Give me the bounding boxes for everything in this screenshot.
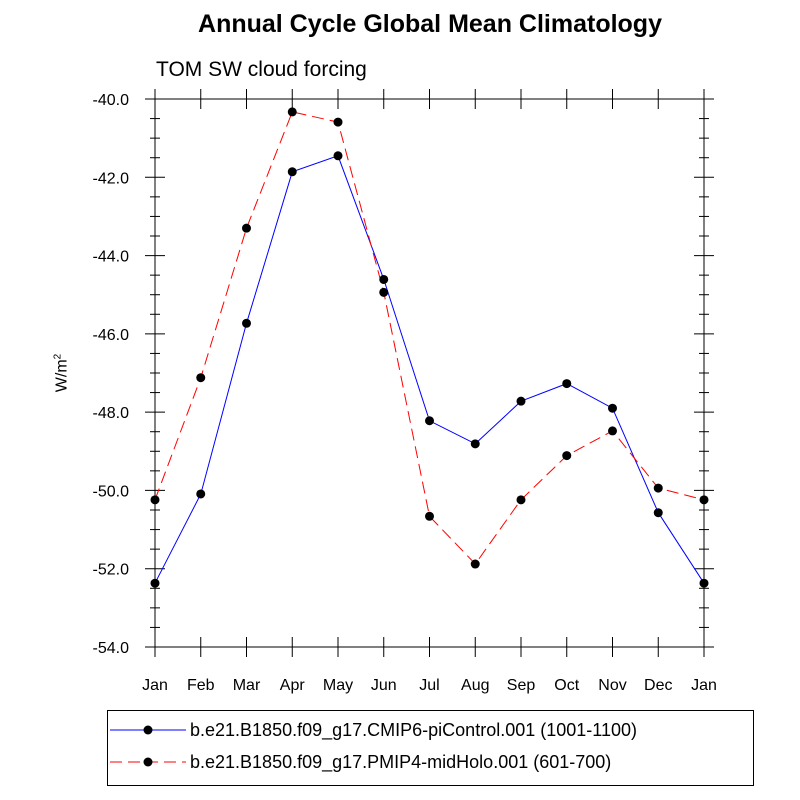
- data-point-series-2: [150, 495, 160, 505]
- data-point-series-1: [699, 578, 709, 588]
- x-tick-label: Apr: [280, 677, 306, 694]
- y-tick-label: -40.0: [93, 92, 130, 109]
- chart-subtitle: TOM SW cloud forcing: [156, 58, 367, 81]
- x-tick-label: Jan: [691, 677, 717, 694]
- data-point-series-2: [470, 559, 480, 569]
- data-point-series-2: [516, 495, 526, 505]
- x-tick-label: Nov: [598, 677, 626, 694]
- y-tick-label: -48.0: [93, 405, 130, 422]
- data-point-series-1: [379, 274, 389, 284]
- y-tick-label: -44.0: [93, 249, 130, 266]
- chart-title: Annual Cycle Global Mean Climatology: [198, 10, 662, 38]
- x-tick-label: Jul: [419, 677, 439, 694]
- x-tick-label: Jan: [142, 677, 168, 694]
- x-tick-label: Feb: [187, 677, 215, 694]
- x-tick-label: Jun: [371, 677, 397, 694]
- y-tick-label: -42.0: [93, 170, 130, 187]
- legend-label-series-1: b.e21.B1850.f09_g17.CMIP6-piControl.001 …: [190, 719, 637, 740]
- y-tick-label: -46.0: [93, 327, 130, 344]
- data-point-series-1: [562, 379, 572, 389]
- data-point-series-2: [425, 511, 434, 521]
- y-tick-label: -50.0: [93, 483, 130, 500]
- line-chart: -40.0 -42.0 -44.0 -46.0 -48.0 -50.0 -52.0 -54.0…: [93, 89, 717, 694]
- x-tick-label: Oct: [554, 677, 579, 694]
- data-point-series-1: [287, 167, 297, 177]
- legend-swatch-series-2: [110, 757, 186, 767]
- data-point-series-2: [653, 483, 663, 493]
- legend-label-series-2: b.e21.B1850.f09_g17.PMIP4-midHolo.001 (6…: [190, 751, 612, 772]
- data-point-series-2: [608, 426, 617, 436]
- legend-entry-series-2: b.e21.B1850.f09_g17.PMIP4-midHolo.001 (6…: [108, 748, 611, 776]
- y-tick-label: -52.0: [93, 562, 130, 579]
- legend-swatch-series-1: [110, 725, 186, 735]
- plot-frame: [154, 98, 705, 648]
- data-point-series-1: [653, 508, 663, 518]
- data-point-series-2: [699, 495, 709, 505]
- data-point-series-2: [196, 373, 206, 383]
- data-point-series-1: [470, 439, 480, 449]
- data-point-series-1: [242, 318, 251, 328]
- data-point-series-1: [150, 578, 160, 588]
- data-point-series-1: [333, 151, 343, 161]
- x-tick-label: May: [323, 677, 353, 694]
- legend-entry-series-1: b.e21.B1850.f09_g17.CMIP6-piControl.001 …: [108, 716, 637, 744]
- x-tick-label: Mar: [233, 677, 261, 694]
- x-tick-label: Aug: [461, 677, 489, 694]
- data-point-series-2: [242, 223, 251, 233]
- data-point-series-1: [425, 416, 434, 426]
- data-point-series-2: [379, 287, 389, 297]
- data-point-series-2: [562, 451, 572, 461]
- data-point-series-2: [287, 107, 297, 117]
- x-tick-label: Sep: [507, 677, 536, 694]
- y-tick-label: -54.0: [93, 640, 130, 657]
- series-line-2: [154, 111, 705, 565]
- legend: b.e21.B1850.f09_g17.CMIP6-piControl.001 …: [107, 710, 754, 786]
- data-point-series-2: [333, 117, 343, 127]
- data-point-series-1: [516, 396, 526, 406]
- x-tick-label: Dec: [644, 677, 672, 694]
- data-point-series-1: [608, 403, 617, 413]
- data-point-series-1: [196, 489, 206, 499]
